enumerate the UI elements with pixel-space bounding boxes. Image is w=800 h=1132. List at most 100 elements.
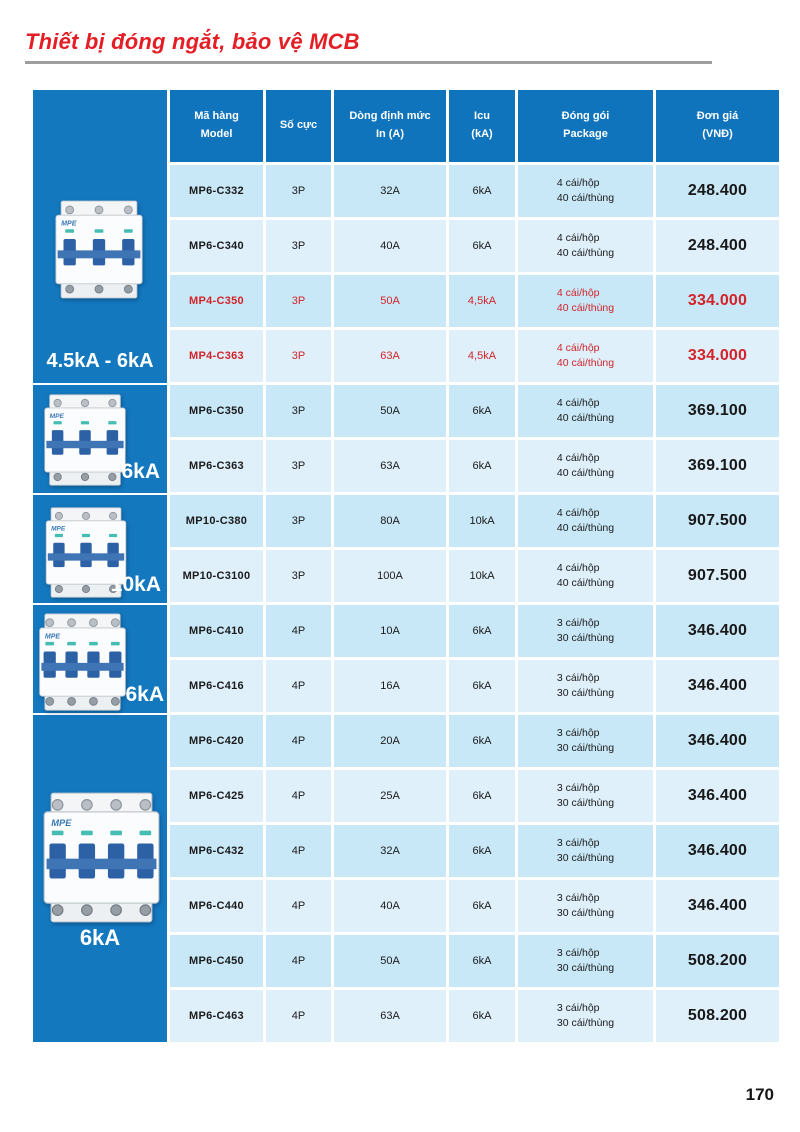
price-cell: 508.200 bbox=[656, 935, 779, 987]
icu-cell: 4,5kA bbox=[449, 275, 515, 327]
mcb-breaker-3-pole-icon: MPE bbox=[37, 394, 133, 486]
poles-cell: 3P bbox=[266, 165, 331, 217]
package-cell: 4 cái/hộp 40 cái/thùng bbox=[518, 440, 653, 492]
package-per-carton: 40 cái/thùng bbox=[556, 302, 615, 314]
ka-rating-label: 6kA bbox=[125, 683, 164, 706]
sidebar-section-4: MPE 6kA bbox=[33, 605, 167, 715]
package-cell: 3 cái/hộp 30 cái/thùng bbox=[518, 825, 653, 877]
rated-current-cell: 100A bbox=[334, 550, 446, 602]
price-cell: 346.400 bbox=[656, 605, 779, 657]
rated-current-cell: 63A bbox=[334, 330, 446, 382]
package-per-box: 3 cái/hộp bbox=[556, 727, 600, 740]
column-header-model: Mã hàng Model bbox=[170, 90, 263, 162]
price-cell: 346.400 bbox=[656, 825, 779, 877]
model-cell: MP6-C350 bbox=[170, 385, 263, 437]
package-cell: 4 cái/hộp 40 cái/thùng bbox=[518, 330, 653, 382]
package-per-box: 3 cái/hộp bbox=[556, 617, 600, 630]
model-cell: MP6-C332 bbox=[170, 165, 263, 217]
price-cell: 369.100 bbox=[656, 440, 779, 492]
column-header-price: Đơn giá (VNĐ) bbox=[656, 90, 779, 162]
price-cell: 907.500 bbox=[656, 495, 779, 547]
mcb-breaker-3-pole-icon: MPE bbox=[55, 198, 143, 301]
poles-cell: 4P bbox=[266, 605, 331, 657]
page-number: 170 bbox=[745, 1085, 774, 1104]
icu-cell: 6kA bbox=[449, 660, 515, 712]
package-per-carton: 40 cái/thùng bbox=[556, 357, 615, 369]
package-cell: 4 cái/hộp 40 cái/thùng bbox=[518, 550, 653, 602]
poles-cell: 4P bbox=[266, 880, 331, 932]
package-cell: 3 cái/hộp 30 cái/thùng bbox=[518, 715, 653, 767]
model-cell: MP6-C363 bbox=[170, 440, 263, 492]
model-cell: MP6-C440 bbox=[170, 880, 263, 932]
icu-cell: 6kA bbox=[449, 880, 515, 932]
price-cell: 369.100 bbox=[656, 385, 779, 437]
package-per-box: 3 cái/hộp bbox=[556, 892, 600, 905]
model-cell: MP6-C410 bbox=[170, 605, 263, 657]
icu-cell: 6kA bbox=[449, 715, 515, 767]
mcb-breaker-4-pole-icon: MPE bbox=[40, 792, 163, 923]
model-cell: MP6-C432 bbox=[170, 825, 263, 877]
svg-text:MPE: MPE bbox=[51, 526, 66, 533]
model-cell: MP6-C425 bbox=[170, 770, 263, 822]
icu-cell: 6kA bbox=[449, 605, 515, 657]
title-underline bbox=[25, 61, 712, 64]
poles-cell: 4P bbox=[266, 825, 331, 877]
package-per-box: 4 cái/hộp bbox=[556, 177, 600, 190]
column-header-rated-current: Dòng định mức In (A) bbox=[334, 90, 446, 162]
model-cell: MP10-C3100 bbox=[170, 550, 263, 602]
package-per-carton: 30 cái/thùng bbox=[556, 742, 615, 754]
price-cell: 346.400 bbox=[656, 880, 779, 932]
package-cell: 3 cái/hộp 30 cái/thùng bbox=[518, 880, 653, 932]
package-per-box: 4 cái/hộp bbox=[556, 397, 600, 410]
model-cell: MP6-C463 bbox=[170, 990, 263, 1042]
rated-current-cell: 63A bbox=[334, 990, 446, 1042]
mcb-breaker-3-pole-icon: MPE bbox=[45, 507, 127, 598]
rated-current-cell: 63A bbox=[334, 440, 446, 492]
model-cell: MP4-C350 bbox=[170, 275, 263, 327]
poles-cell: 3P bbox=[266, 220, 331, 272]
svg-text:MPE: MPE bbox=[45, 633, 61, 640]
rated-current-cell: 32A bbox=[334, 825, 446, 877]
package-per-box: 3 cái/hộp bbox=[556, 1002, 600, 1015]
sidebar-section-3: MPE 10kA bbox=[33, 495, 167, 605]
rated-current-cell: 25A bbox=[334, 770, 446, 822]
poles-cell: 3P bbox=[266, 550, 331, 602]
poles-cell: 3P bbox=[266, 495, 331, 547]
poles-cell: 4P bbox=[266, 990, 331, 1042]
mcb-breaker-4-pole-icon: MPE bbox=[34, 613, 131, 711]
icu-cell: 6kA bbox=[449, 825, 515, 877]
rated-current-cell: 80A bbox=[334, 495, 446, 547]
price-cell: 334.000 bbox=[656, 330, 779, 382]
package-per-box: 3 cái/hộp bbox=[556, 672, 600, 685]
package-cell: 4 cái/hộp 40 cái/thùng bbox=[518, 495, 653, 547]
sidebar-section-5: MPE 6kA bbox=[33, 715, 167, 1042]
rated-current-cell: 20A bbox=[334, 715, 446, 767]
price-cell: 248.400 bbox=[656, 165, 779, 217]
icu-cell: 6kA bbox=[449, 935, 515, 987]
price-cell: 508.200 bbox=[656, 990, 779, 1042]
rated-current-cell: 32A bbox=[334, 165, 446, 217]
model-cell: MP10-C380 bbox=[170, 495, 263, 547]
rated-current-cell: 10A bbox=[334, 605, 446, 657]
package-cell: 3 cái/hộp 30 cái/thùng bbox=[518, 770, 653, 822]
column-header-package: Đóng gói Package bbox=[518, 90, 653, 162]
sidebar-section-1: MPE 4.5kA - 6kA bbox=[33, 90, 167, 385]
package-per-box: 4 cái/hộp bbox=[556, 452, 600, 465]
package-per-carton: 40 cái/thùng bbox=[556, 412, 615, 424]
package-per-carton: 40 cái/thùng bbox=[556, 467, 615, 479]
ka-rating-label: 6kA bbox=[79, 925, 121, 950]
package-cell: 3 cái/hộp 30 cái/thùng bbox=[518, 605, 653, 657]
ka-rating-label: 4.5kA - 6kA bbox=[46, 350, 154, 372]
package-per-carton: 30 cái/thùng bbox=[556, 687, 615, 699]
package-per-box: 4 cái/hộp bbox=[556, 232, 600, 245]
icu-cell: 6kA bbox=[449, 385, 515, 437]
icu-cell: 4,5kA bbox=[449, 330, 515, 382]
model-cell: MP6-C420 bbox=[170, 715, 263, 767]
package-per-box: 4 cái/hộp bbox=[556, 342, 600, 355]
rated-current-cell: 50A bbox=[334, 385, 446, 437]
package-cell: 3 cái/hộp 30 cái/thùng bbox=[518, 990, 653, 1042]
model-cell: MP4-C363 bbox=[170, 330, 263, 382]
icu-cell: 6kA bbox=[449, 440, 515, 492]
package-per-box: 3 cái/hộp bbox=[556, 782, 600, 795]
